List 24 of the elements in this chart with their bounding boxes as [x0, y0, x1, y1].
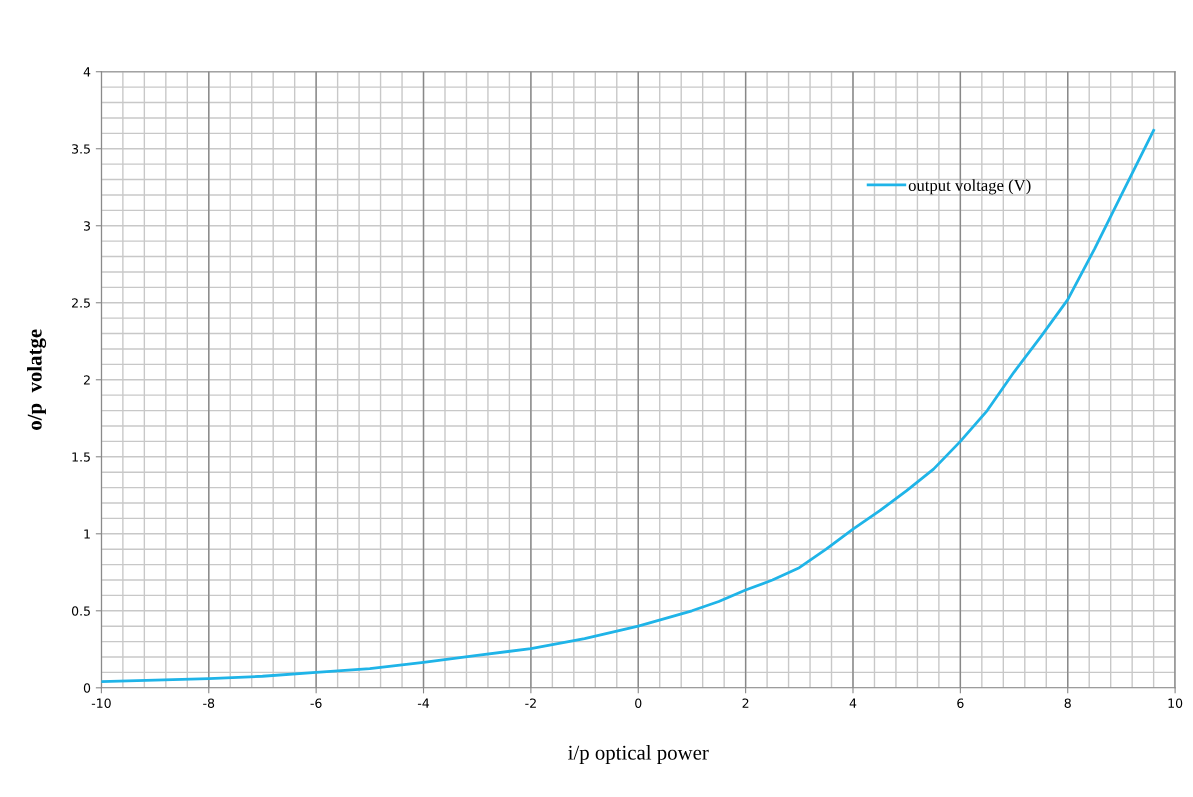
y-tick-label: 1.5: [72, 452, 90, 462]
x-tick-label: -4: [417, 698, 430, 708]
y-tick-label: 4: [83, 67, 91, 77]
x-tick-label: 0: [635, 698, 642, 708]
legend-label: output voltage (V): [908, 179, 1031, 195]
x-tick-label: 4: [849, 698, 857, 708]
x-tick-label: 6: [957, 698, 964, 708]
y-tick-label: 2: [83, 375, 90, 385]
x-tick-label: -6: [310, 698, 322, 708]
x-tick-label: -8: [203, 698, 215, 708]
y-tick-label: 3.5: [72, 144, 90, 154]
x-tick-label: -10: [91, 698, 111, 708]
y-tick-label: 2.5: [72, 298, 90, 308]
y-tick-label: 0: [83, 683, 91, 693]
x-axis-title: i/p optical power: [568, 745, 709, 764]
line-series: [101, 128, 1156, 684]
y-tick-label: 1: [84, 529, 90, 539]
x-tick-label: 8: [1064, 698, 1071, 708]
y-tick-label: 3: [83, 221, 90, 231]
x-tick-label: -2: [525, 698, 536, 708]
y-axis-title: o/p volatge: [27, 329, 47, 430]
x-tick-label: 10: [1168, 698, 1183, 708]
y-tick-label: 0.5: [71, 606, 90, 616]
x-tick-label: 2: [742, 698, 749, 708]
